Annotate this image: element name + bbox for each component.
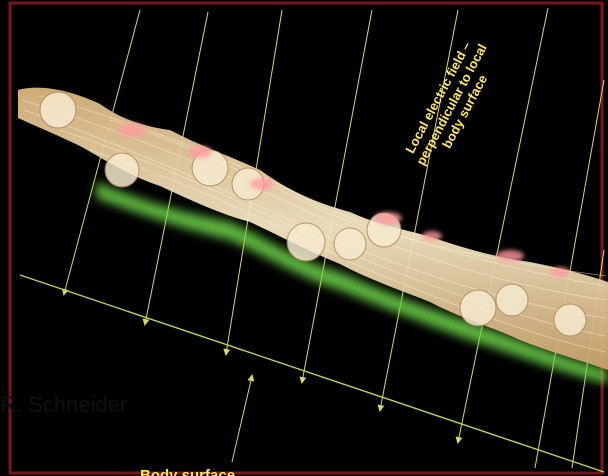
surface-label: Body surface (140, 467, 235, 476)
field-line-4 (299, 9, 373, 384)
body-surface-line (19, 274, 605, 473)
vortex-8 (459, 289, 497, 327)
frame-border (8, 1, 604, 475)
vortex-2 (104, 152, 140, 188)
author-credit: R. Schneider (0, 392, 128, 417)
flow-green-underglow (96, 182, 608, 384)
vortex-5 (286, 222, 326, 262)
flow-pink-highlights (118, 123, 570, 277)
vortex-9 (495, 283, 529, 317)
vortex-10 (553, 303, 587, 337)
surface-label-arrow (231, 374, 255, 463)
field-line-5 (377, 9, 459, 412)
flow-streak-band (18, 87, 608, 384)
flow-vortices (39, 91, 587, 337)
electric-field-lines (61, 7, 605, 469)
vortex-6 (333, 227, 367, 261)
field-line-6 (455, 7, 549, 444)
vortex-1 (39, 91, 77, 129)
